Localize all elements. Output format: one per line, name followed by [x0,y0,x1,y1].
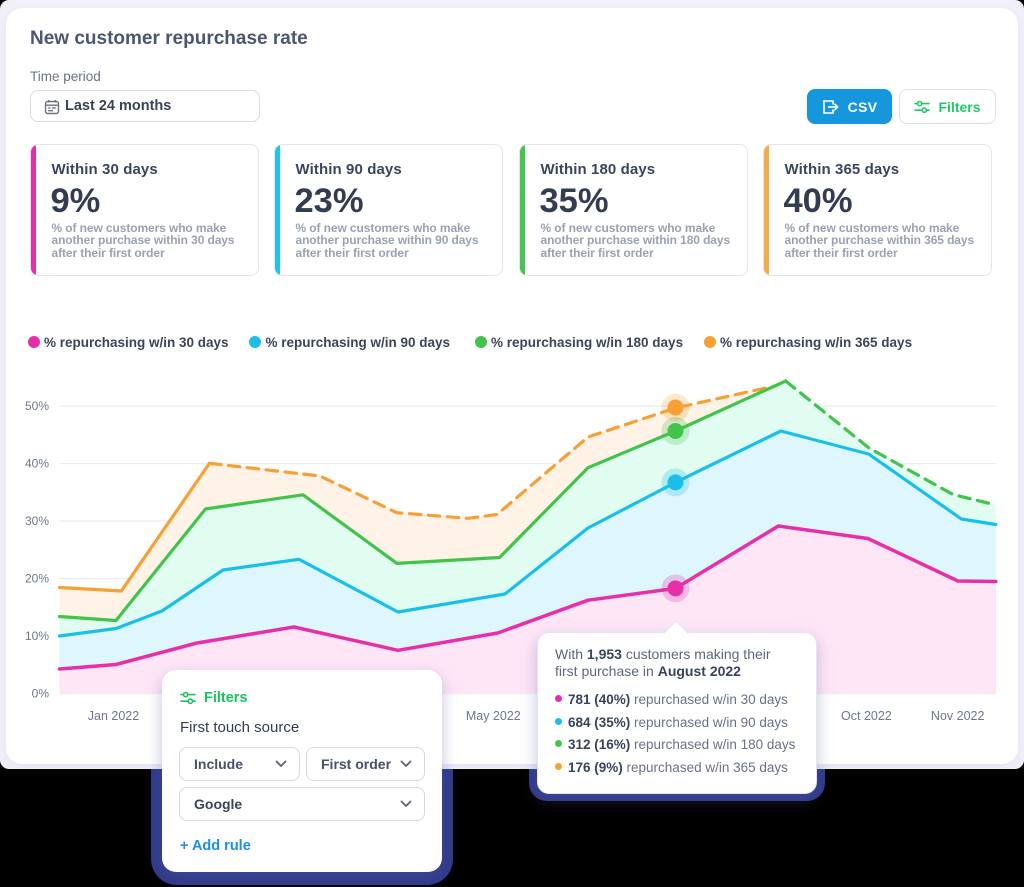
svg-text:30%: 30% [25,514,49,528]
svg-text:0%: 0% [32,687,50,701]
svg-text:40%: 40% [25,457,49,471]
svg-text:20%: 20% [25,572,49,586]
svg-text:50%: 50% [25,399,49,413]
svg-text:10%: 10% [25,629,49,643]
